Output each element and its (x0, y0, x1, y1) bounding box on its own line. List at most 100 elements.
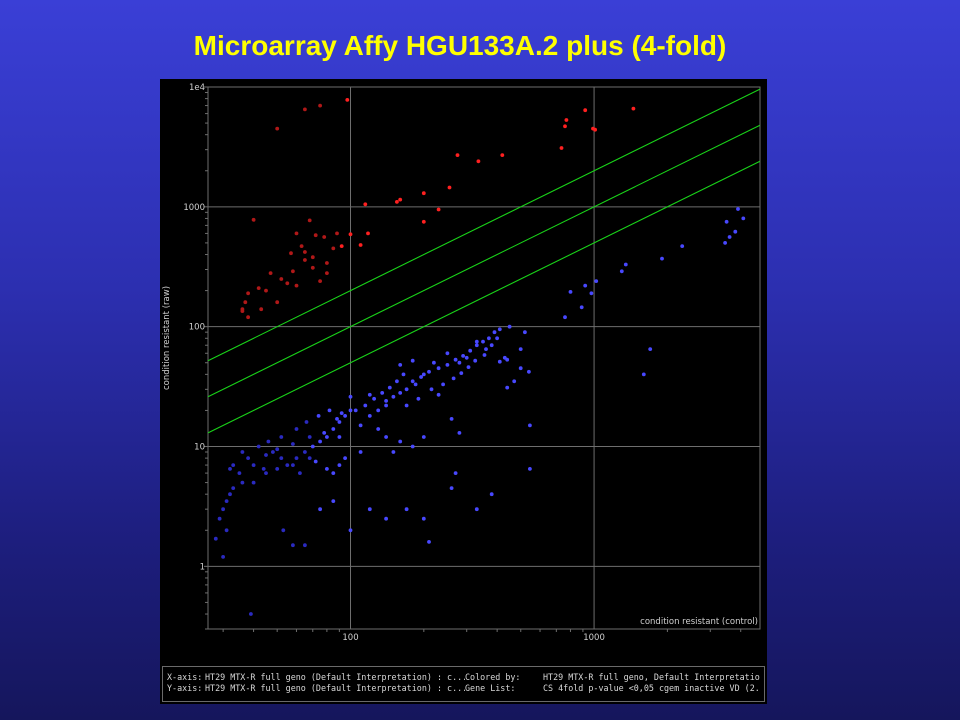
down-regulated-point (410, 379, 415, 384)
down-regulated-point (224, 499, 229, 503)
down-regulated-point (331, 471, 336, 475)
down-regulated-point (429, 387, 434, 392)
down-regulated-point (492, 330, 497, 335)
down-regulated-point (322, 431, 327, 435)
up-regulated-point (322, 235, 327, 239)
up-regulated-point (339, 244, 344, 249)
up-regulated-point (279, 277, 284, 281)
up-regulated-point (395, 200, 399, 204)
down-regulated-point (240, 480, 245, 485)
down-regulated-point (221, 555, 225, 559)
up-regulated-point (268, 271, 273, 275)
down-regulated-point (421, 372, 426, 377)
down-regulated-point (221, 507, 225, 512)
down-regulated-point (457, 360, 462, 365)
down-regulated-point (660, 256, 664, 261)
down-regulated-point (623, 262, 628, 267)
up-regulated-point (436, 207, 441, 212)
up-regulated-point (243, 300, 248, 305)
down-regulated-point (474, 507, 479, 512)
up-regulated-point (563, 124, 567, 129)
up-regulated-point (564, 118, 569, 122)
down-regulated-point (413, 382, 418, 387)
up-regulated-point (299, 244, 304, 249)
down-regulated-point (451, 376, 456, 381)
up-regulated-point (318, 103, 322, 108)
up-regulated-point (294, 231, 299, 236)
down-regulated-point (404, 507, 409, 512)
down-regulated-point (505, 357, 510, 362)
down-regulated-point (421, 516, 426, 521)
down-regulated-point (367, 507, 372, 512)
down-regulated-point (473, 358, 478, 363)
down-regulated-point (271, 450, 275, 454)
down-regulated-point (358, 423, 363, 428)
down-regulated-point (224, 528, 229, 533)
x-axis-info-row: X-axis: HT29 MTX-R full geno (Default In… (167, 672, 760, 683)
down-regulated-point (279, 456, 284, 460)
down-regulated-point (741, 216, 746, 221)
down-regulated-point (410, 358, 415, 363)
down-regulated-point (264, 471, 268, 475)
down-regulated-point (387, 385, 392, 390)
down-regulated-point (337, 420, 342, 424)
down-regulated-point (316, 414, 321, 418)
down-regulated-point (733, 229, 738, 234)
up-regulated-point (455, 153, 460, 157)
down-regulated-point (457, 431, 462, 435)
down-regulated-point (401, 372, 406, 377)
up-regulated-point (246, 315, 250, 320)
down-regulated-point (372, 396, 376, 401)
down-regulated-point (384, 435, 388, 439)
up-regulated-point (303, 107, 307, 112)
fold-line (207, 160, 761, 434)
y-tick-label: 10 (194, 443, 205, 453)
down-regulated-point (527, 369, 531, 374)
down-regulated-point (325, 467, 329, 471)
down-regulated-point (275, 467, 280, 471)
down-regulated-point (589, 291, 594, 296)
gene-list-label: Gene List: (465, 683, 516, 693)
up-regulated-point (366, 231, 370, 236)
down-regulated-point (459, 371, 464, 375)
up-regulated-point (294, 283, 299, 288)
down-regulated-point (228, 467, 232, 471)
down-regulated-point (436, 366, 441, 371)
down-regulated-point (251, 480, 256, 485)
down-regulated-point (266, 439, 271, 444)
down-regulated-point (727, 235, 732, 239)
x-axis-info-label: X-axis: (167, 672, 203, 682)
down-regulated-point (249, 612, 253, 616)
down-regulated-point (497, 327, 502, 332)
down-regulated-point (641, 372, 646, 377)
down-regulated-point (313, 459, 318, 464)
down-regulated-point (723, 241, 727, 245)
down-regulated-point (231, 463, 236, 467)
up-regulated-point (240, 309, 245, 313)
up-regulated-point (500, 153, 505, 157)
up-regulated-point (358, 243, 363, 247)
down-regulated-point (680, 244, 685, 249)
up-regulated-point (310, 265, 315, 270)
down-regulated-point (404, 403, 409, 408)
down-regulated-point (474, 343, 479, 348)
up-regulated-point (291, 269, 295, 274)
down-regulated-point (449, 417, 454, 421)
down-regulated-point (441, 382, 445, 387)
down-regulated-point (489, 492, 494, 497)
up-regulated-point (421, 191, 426, 196)
down-regulated-point (291, 543, 295, 548)
down-regulated-point (376, 408, 381, 413)
down-regulated-point (391, 394, 396, 399)
down-regulated-point (331, 499, 336, 503)
up-regulated-point (246, 291, 250, 296)
down-regulated-point (453, 471, 458, 475)
y-tick-label: 1e4 (189, 83, 205, 93)
x-tick-label: 1000 (583, 633, 605, 643)
up-regulated-point (275, 126, 280, 131)
scatter-plot: 100 1000 1 10 100 1000 1e4 condition resistant … (160, 79, 767, 704)
down-regulated-point (261, 467, 266, 471)
up-regulated-point (256, 286, 261, 290)
x-axis-title: condition resistant (control) (640, 617, 758, 627)
down-regulated-point (619, 269, 624, 274)
